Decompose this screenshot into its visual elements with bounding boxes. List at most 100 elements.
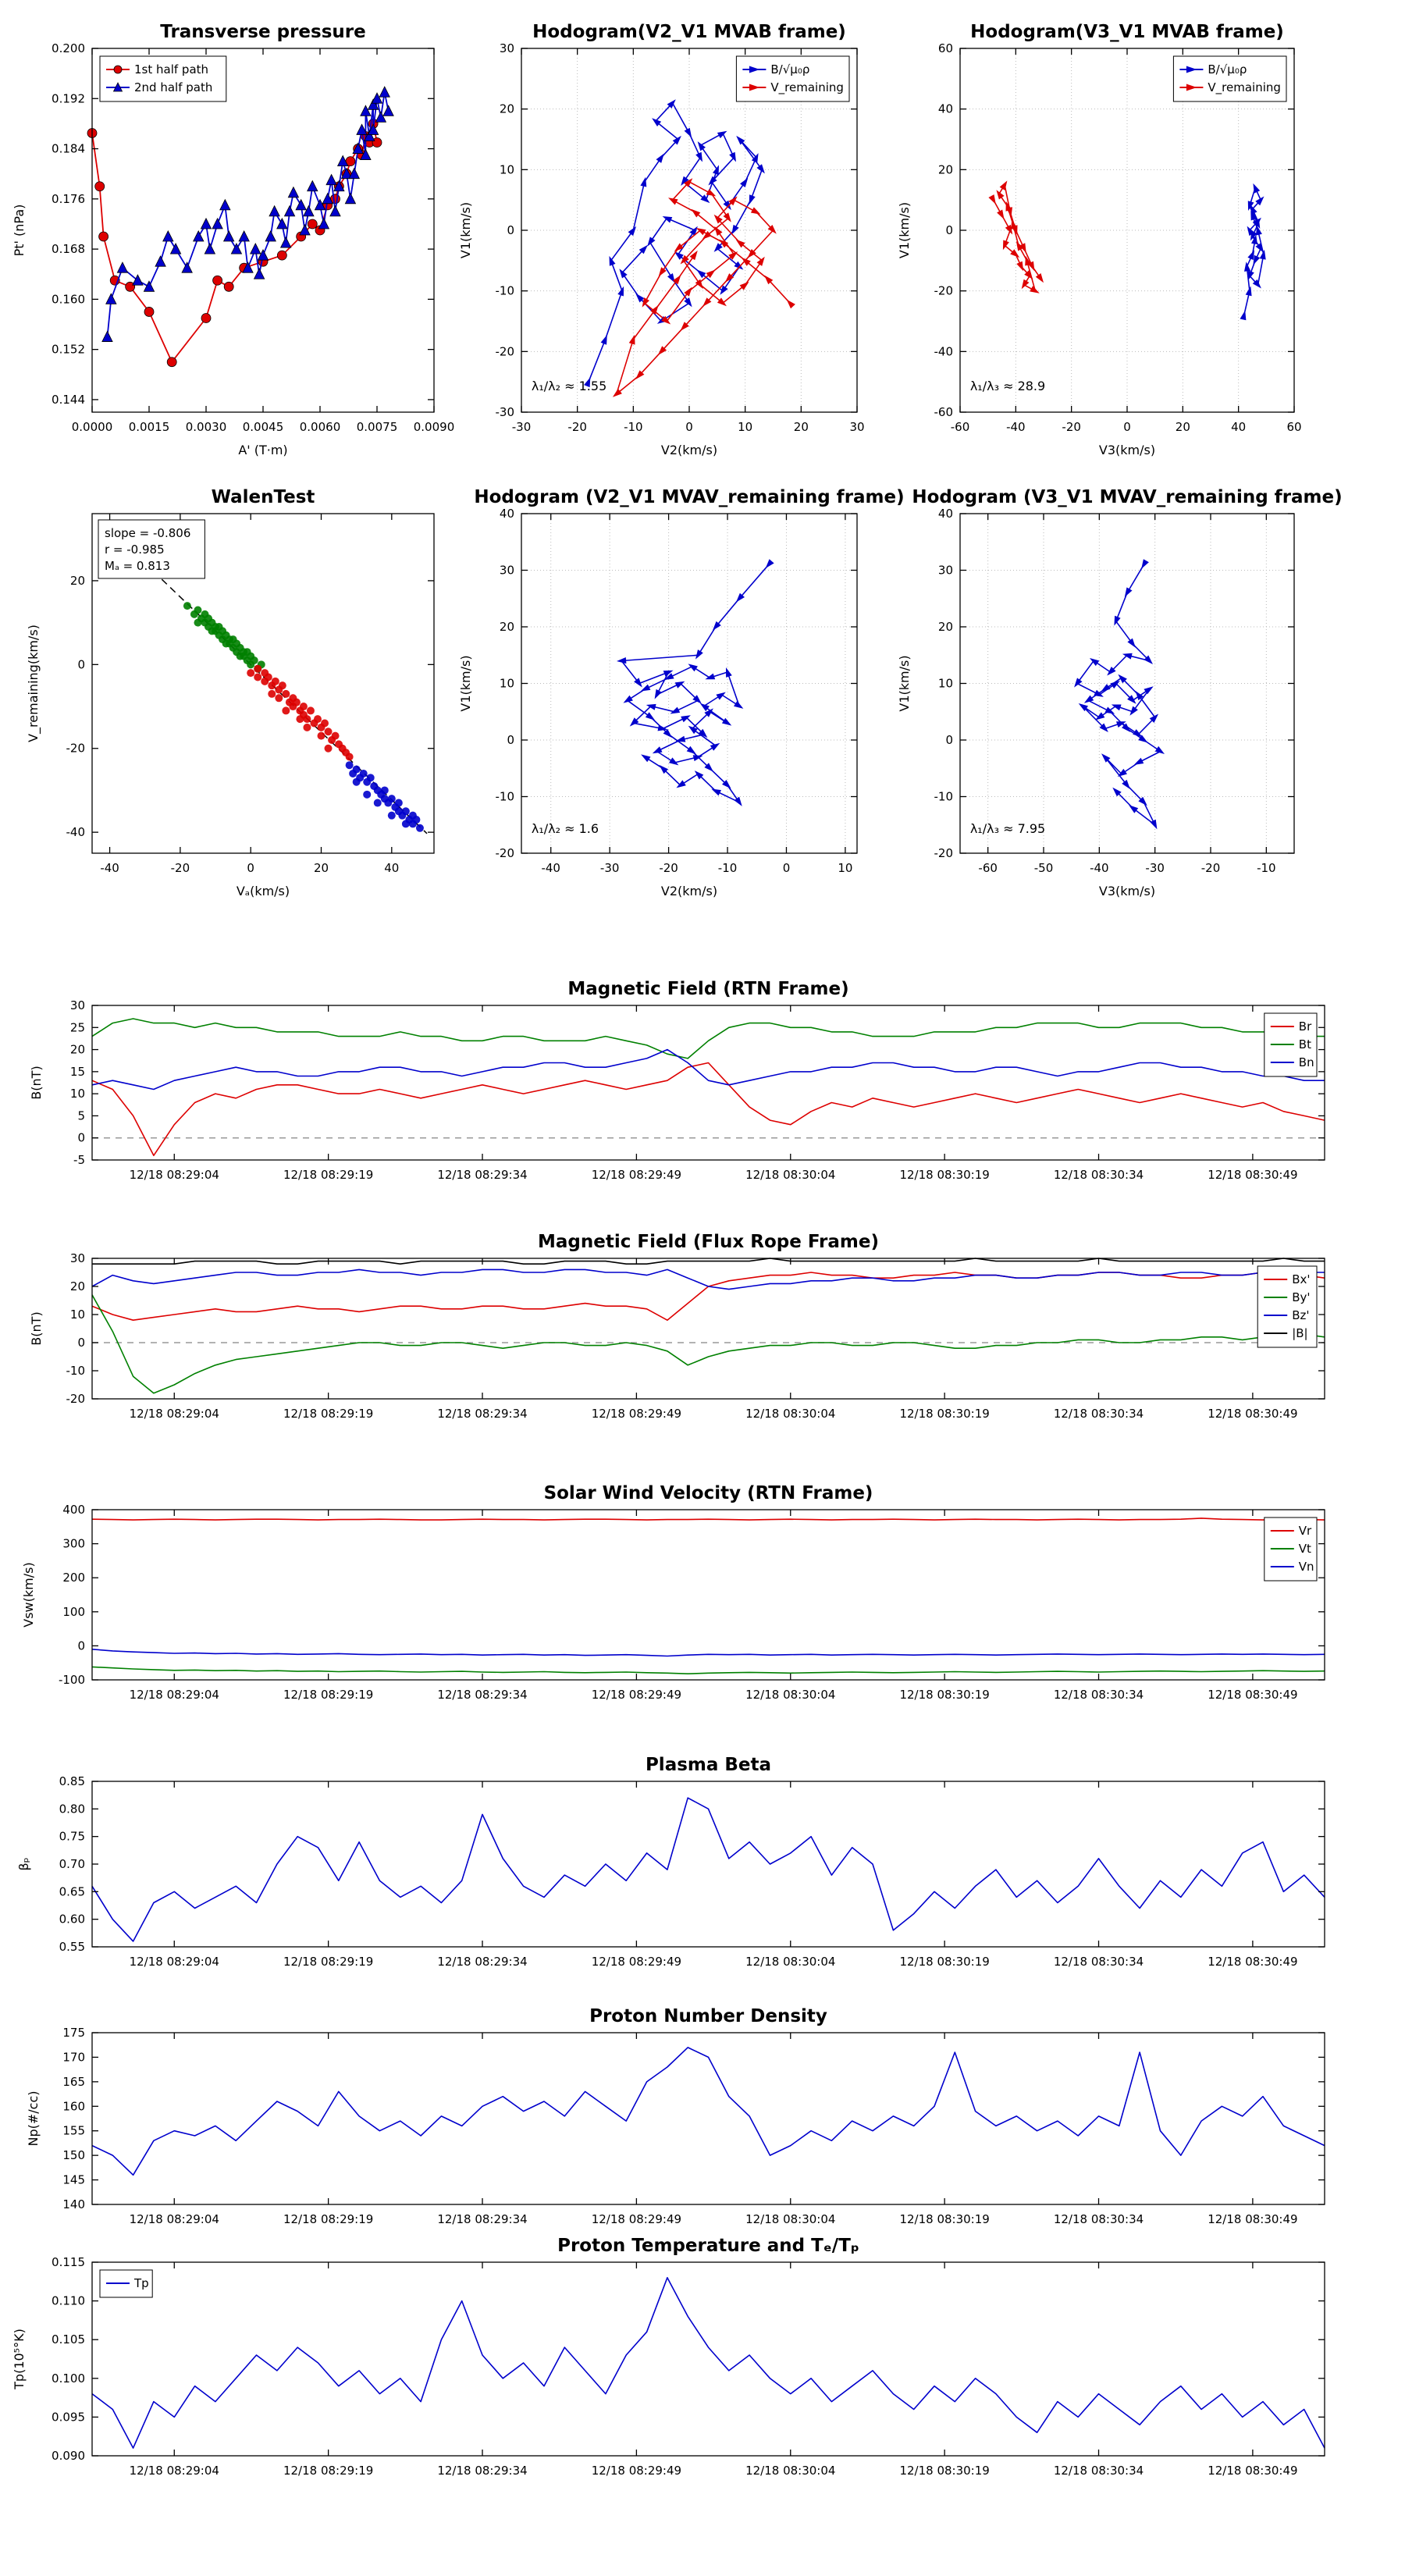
y-tick-label: 0.65 bbox=[59, 1884, 85, 1898]
x-tick-label: 20 bbox=[314, 861, 329, 875]
x-tick-label: 0 bbox=[783, 861, 791, 875]
y-tick-label: 400 bbox=[62, 1503, 85, 1517]
axes-frame bbox=[91, 1258, 1325, 1400]
y-tick-label: 10 bbox=[938, 677, 953, 691]
x-tick-label: 0.0090 bbox=[414, 420, 455, 434]
series-beta bbox=[91, 1797, 1325, 1942]
x-tick-label: 12/18 08:29:34 bbox=[437, 1688, 527, 1702]
legend-label: 2nd half path bbox=[134, 80, 212, 94]
axes-frame bbox=[91, 513, 435, 854]
y-tick-label: -20 bbox=[66, 742, 86, 756]
y-tick-label: 5 bbox=[77, 1108, 85, 1123]
x-tick-label: -60 bbox=[978, 861, 998, 875]
y-tick-label: 20 bbox=[500, 620, 514, 634]
x-tick-label: 12/18 08:30:19 bbox=[899, 1688, 989, 1702]
y-axis-label: V1(km/s) bbox=[458, 202, 473, 258]
x-tick-label: 12/18 08:30:04 bbox=[745, 2212, 835, 2226]
legend-label: V_remaining bbox=[770, 80, 844, 95]
series-2nd-half-path bbox=[101, 86, 394, 342]
x-tick-label: -10 bbox=[718, 861, 738, 875]
x-tick-label: 12/18 08:30:34 bbox=[1054, 2212, 1144, 2226]
axes-frame bbox=[91, 1509, 1325, 1681]
x-tick-label: -20 bbox=[567, 420, 587, 434]
x-axis-label: V3(km/s) bbox=[1099, 443, 1155, 457]
panel-hodogram-v2v1-mvab: -30 -20 -10 0 10 20 30 -30 -20 -10 0 10 20 30 Hodogram… bbox=[458, 22, 865, 457]
y-tick-label: 0.110 bbox=[52, 2294, 85, 2308]
legend-label: Bn bbox=[1299, 1055, 1314, 1069]
x-tick-label: 12/18 08:30:19 bbox=[899, 2212, 989, 2226]
y-tick-label: 0.176 bbox=[52, 192, 85, 206]
y-axis-label: V1(km/s) bbox=[897, 655, 912, 711]
x-tick-label: 12/18 08:30:04 bbox=[745, 1688, 835, 1702]
panel-title: Proton Number Density bbox=[589, 2006, 827, 2026]
x-tick-label: 0 bbox=[1123, 420, 1131, 434]
x-tick-label: 12/18 08:29:49 bbox=[592, 2212, 681, 2226]
x-tick-label: -40 bbox=[541, 861, 560, 875]
legend: 1st half path 2nd half path bbox=[99, 55, 227, 102]
x-tick-label: 12/18 08:29:04 bbox=[130, 2464, 219, 2478]
y-axis-label: βₚ bbox=[16, 1857, 31, 1870]
x-tick-label: 12/18 08:29:49 bbox=[592, 1407, 681, 1421]
y-tick-label: 10 bbox=[500, 677, 514, 691]
y-tick-label: 0 bbox=[507, 733, 514, 747]
stats-line: r = -0.985 bbox=[105, 543, 165, 557]
y-tick-label: -40 bbox=[934, 344, 954, 358]
y-tick-label: 0 bbox=[77, 1131, 85, 1145]
x-tick-label: 12/18 08:30:49 bbox=[1208, 1407, 1297, 1421]
y-tick-label: 0.160 bbox=[52, 292, 85, 306]
x-tick-label: -30 bbox=[512, 420, 532, 434]
x-tick-label: 0.0000 bbox=[72, 420, 113, 434]
y-tick-label: 10 bbox=[500, 162, 514, 176]
x-tick-label: 12/18 08:30:34 bbox=[1054, 2464, 1144, 2478]
y-tick-label: 0 bbox=[945, 223, 953, 237]
x-tick-label: -40 bbox=[1090, 861, 1109, 875]
legend-label: Bt bbox=[1299, 1037, 1311, 1051]
axes-frame bbox=[91, 1005, 1325, 1161]
y-tick-label: 150 bbox=[62, 2148, 85, 2162]
series-v-remaining bbox=[612, 178, 795, 397]
y-axis-label: B(nT) bbox=[29, 1311, 44, 1345]
x-tick-label: 0.0075 bbox=[357, 420, 398, 434]
y-tick-label: 20 bbox=[938, 162, 953, 176]
legend-label: Vt bbox=[1299, 1542, 1311, 1556]
y-tick-label: 10 bbox=[70, 1087, 85, 1101]
panel-proton-density: 12/18 08:29:04 12/18 08:29:19 12/18 08:29:… bbox=[26, 2006, 1325, 2226]
x-tick-label: -30 bbox=[1145, 861, 1165, 875]
y-tick-label: 30 bbox=[500, 564, 514, 578]
x-axis-label: Vₐ(km/s) bbox=[237, 884, 290, 898]
series-b-over-sqrt-mu0-rho bbox=[584, 99, 765, 388]
panel-bfield-rtn: 12/18 08:29:04 12/18 08:29:19 12/18 08:29:… bbox=[29, 979, 1325, 1182]
y-tick-label: 20 bbox=[70, 1043, 85, 1057]
y-tick-label: 40 bbox=[938, 102, 953, 116]
x-tick-label: 20 bbox=[1176, 420, 1190, 434]
x-tick-label: 10 bbox=[738, 420, 752, 434]
panel-title: WalenTest bbox=[212, 487, 315, 507]
legend-label: |B| bbox=[1292, 1326, 1307, 1340]
y-tick-label: 0 bbox=[945, 733, 953, 747]
panel-title: Hodogram(V2_V1 MVAB frame) bbox=[532, 22, 846, 42]
x-tick-label: 12/18 08:30:49 bbox=[1208, 1168, 1297, 1182]
y-tick-label: -5 bbox=[73, 1153, 85, 1167]
series-last-segment bbox=[345, 761, 424, 832]
panel-title: Hodogram (V2_V1 MVAV_remaining frame) bbox=[474, 487, 904, 507]
legend-label: Vr bbox=[1299, 1524, 1312, 1538]
y-tick-label: 20 bbox=[70, 574, 85, 588]
x-tick-label: 12/18 08:30:19 bbox=[899, 1407, 989, 1421]
x-tick-label: -60 bbox=[951, 420, 970, 434]
x-tick-label: 12/18 08:30:34 bbox=[1054, 1407, 1144, 1421]
x-tick-label: 12/18 08:30:19 bbox=[899, 1168, 989, 1182]
panel-transverse-pressure: 0.0000 0.0015 0.0030 0.0045 0.0060 0.0075 0.00… bbox=[12, 22, 454, 457]
axes-frame bbox=[91, 2261, 1325, 2457]
x-tick-label: 12/18 08:29:19 bbox=[283, 2464, 373, 2478]
series-v-remaining bbox=[617, 559, 774, 806]
panel-title: Hodogram(V3_V1 MVAB frame) bbox=[970, 22, 1284, 42]
x-tick-label: 12/18 08:30:04 bbox=[745, 2464, 835, 2478]
x-tick-label: 12/18 08:29:34 bbox=[437, 1955, 527, 1969]
y-tick-label: 0.095 bbox=[52, 2410, 85, 2424]
y-tick-label: 30 bbox=[70, 998, 85, 1012]
x-tick-label: 40 bbox=[1231, 420, 1246, 434]
y-tick-label: -20 bbox=[496, 846, 515, 860]
legend: Bx' By' Bz' |B| bbox=[1257, 1265, 1318, 1348]
y-tick-label: 40 bbox=[500, 507, 514, 521]
legend-label: Vn bbox=[1299, 1560, 1314, 1574]
